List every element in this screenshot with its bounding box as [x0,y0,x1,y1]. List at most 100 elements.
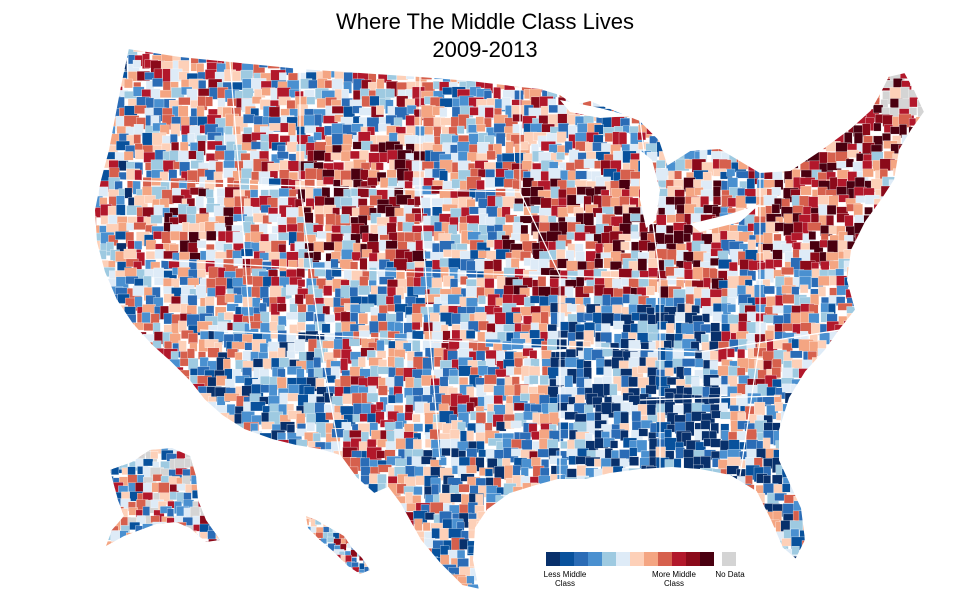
county-cell [94,430,100,440]
county-cell [559,70,567,84]
county-cell [701,475,710,488]
county-cell [883,447,894,456]
county-cell [583,285,594,294]
county-cell [216,468,230,478]
county-cell [510,69,525,85]
county-cell [754,97,764,109]
county-cell [918,294,925,308]
county-cell [711,50,723,59]
county-cell [594,258,604,269]
county-cell [873,357,882,372]
county-cell [890,502,902,513]
county-cell [584,494,593,508]
county-cell [880,482,891,491]
county-cell [864,233,878,245]
county-cell [161,387,172,401]
county-cell [439,257,449,268]
county-cell [206,439,223,449]
county-cell [116,450,127,467]
county-cell [240,248,254,257]
county-cell [711,48,723,55]
county-cell [94,501,100,514]
county-cell [439,107,448,118]
county-cell [163,395,176,410]
county-cell [915,63,925,74]
county-cell [242,477,251,493]
county-cell [835,465,846,477]
county-cell [765,71,777,87]
county-cell [133,222,147,230]
county-cell [926,244,937,254]
county-cell [279,484,289,495]
county-cell [783,48,794,55]
county-cell [919,89,925,98]
county-cell [313,224,324,233]
county-cell [782,441,795,452]
county-cell [204,511,218,521]
county-cell [907,332,921,341]
county-cell [919,333,925,342]
county-cell [178,105,189,119]
county-cell [916,475,925,484]
county-cell [918,466,925,479]
county-cell [208,476,217,492]
county-cell [223,311,234,321]
county-cell [865,54,876,71]
county-cell [646,485,662,499]
county-cell [898,368,913,378]
county-cell [215,491,230,503]
county-cell [827,491,843,506]
county-cell [251,493,260,503]
county-cell [928,234,938,244]
county-cell [253,447,268,457]
county-cell [124,376,140,390]
county-cell [664,467,680,482]
county-cell [548,60,558,68]
county-cell [314,503,323,518]
county-cell [811,464,827,479]
county-cell [640,88,654,98]
county-cell [799,133,808,149]
county-cell [728,126,738,142]
county-cell [648,474,660,489]
county-cell [920,231,925,243]
county-cell [475,423,487,434]
county-cell [178,422,187,430]
county-cell [279,48,293,57]
county-cell [838,385,848,400]
county-cell [297,312,306,323]
county-cell [834,440,851,454]
county-cell [676,476,687,486]
county-cell [124,267,138,278]
county-cell [179,387,189,396]
county-cell [856,413,872,423]
county-cell [466,430,475,442]
county-cell [929,294,944,303]
county-cell [306,422,315,432]
county-cell [675,311,686,322]
county-cell [747,77,759,87]
county-cell [313,474,324,490]
county-cell [649,87,659,99]
county-cell [98,115,112,125]
county-cell [369,95,380,106]
county-cell [827,81,838,90]
county-cell [927,405,938,415]
county-cell [865,494,878,509]
county-cell [98,485,113,499]
county-cell [828,447,842,457]
county-cell [520,233,530,242]
county-cell [726,168,736,177]
county-cell [826,357,836,367]
county-cell [646,286,655,296]
county-cell [802,206,812,215]
county-cell [205,447,218,463]
county-cell [853,203,863,217]
county-cell [94,54,98,64]
county-cell [145,239,157,250]
county-cell [646,97,655,113]
county-cell [900,240,915,250]
county-cell [631,410,642,423]
county-cell [784,53,795,62]
